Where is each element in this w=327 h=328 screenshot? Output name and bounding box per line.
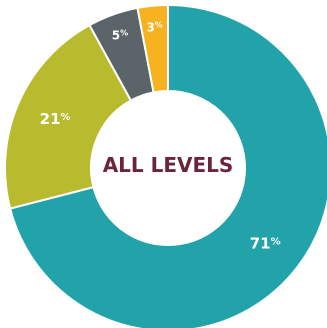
slice-label-71: 71% bbox=[250, 234, 281, 252]
donut-slices bbox=[4, 3, 327, 328]
slice-21 bbox=[4, 23, 133, 210]
slice-label-3: 3% bbox=[146, 21, 162, 35]
slice-label-5: 5% bbox=[112, 28, 128, 42]
center-label: ALL LEVELS bbox=[103, 153, 234, 177]
slice-labels: 71% 21% 5% 3% bbox=[40, 21, 281, 253]
slice-label-21: 21% bbox=[40, 110, 71, 128]
slice-71 bbox=[8, 3, 327, 328]
slice-3 bbox=[136, 3, 169, 94]
